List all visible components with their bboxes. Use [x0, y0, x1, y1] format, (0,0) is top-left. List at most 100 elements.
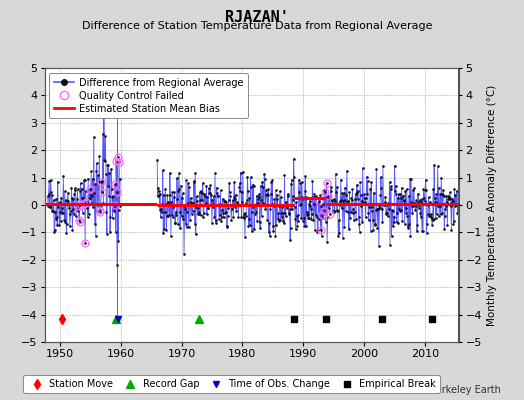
Point: [421, 177, 430, 183]
Point: [320, 187, 328, 193]
Point: [419, 228, 427, 234]
Point: [191, 170, 200, 176]
Point: [101, 133, 110, 139]
Point: [161, 185, 169, 192]
Point: [249, 183, 258, 190]
Point: [193, 198, 201, 204]
Point: [422, 230, 431, 236]
Point: [252, 208, 260, 215]
Point: [270, 196, 279, 202]
Point: [71, 186, 80, 193]
Point: [268, 201, 276, 207]
Point: [316, 192, 324, 198]
Point: [236, 187, 245, 194]
Point: [227, 202, 236, 208]
Point: [374, 206, 383, 212]
Point: [340, 190, 348, 196]
Point: [445, 196, 454, 202]
Point: [342, 208, 350, 214]
Point: [281, 210, 289, 216]
Point: [324, 205, 333, 211]
Point: [359, 200, 367, 206]
Point: [391, 183, 400, 189]
Point: [406, 175, 414, 182]
Point: [445, 193, 453, 200]
Point: [322, 194, 330, 200]
Point: [347, 209, 355, 215]
Point: [212, 220, 220, 226]
Point: [111, 202, 119, 208]
Point: [439, 192, 447, 199]
Point: [454, 200, 462, 207]
Point: [282, 198, 290, 205]
Point: [376, 205, 384, 212]
Point: [269, 222, 277, 229]
Point: [418, 228, 426, 234]
Point: [258, 178, 266, 185]
Point: [406, 233, 414, 240]
Point: [300, 215, 308, 221]
Point: [59, 172, 68, 179]
Point: [446, 203, 455, 209]
Text: Berkeley Earth: Berkeley Earth: [429, 385, 500, 395]
Point: [168, 212, 176, 218]
Point: [452, 201, 461, 208]
Point: [274, 210, 282, 216]
Point: [297, 215, 305, 221]
Point: [403, 212, 411, 219]
Point: [396, 191, 405, 198]
Point: [91, 181, 100, 187]
Point: [254, 200, 263, 206]
Point: [376, 191, 385, 198]
Point: [351, 208, 359, 215]
Point: [171, 220, 180, 226]
Point: [380, 202, 389, 208]
Point: [296, 180, 304, 186]
Point: [307, 216, 315, 222]
Point: [68, 195, 76, 202]
Point: [255, 191, 264, 198]
Point: [55, 222, 63, 228]
Point: [219, 196, 227, 202]
Point: [103, 230, 111, 237]
Point: [411, 207, 420, 214]
Point: [224, 197, 233, 204]
Point: [272, 192, 281, 198]
Point: [201, 193, 209, 199]
Point: [347, 194, 356, 201]
Point: [326, 188, 335, 194]
Point: [441, 213, 449, 219]
Point: [231, 204, 239, 210]
Point: [404, 225, 412, 232]
Point: [301, 188, 309, 194]
Point: [446, 189, 454, 196]
Point: [425, 199, 434, 205]
Point: [313, 213, 321, 220]
Point: [286, 206, 294, 212]
Point: [84, 176, 92, 182]
Point: [208, 220, 216, 226]
Point: [292, 213, 301, 220]
Point: [273, 196, 281, 203]
Point: [295, 188, 303, 195]
Point: [416, 196, 424, 203]
Point: [427, 214, 435, 220]
Point: [54, 200, 63, 206]
Point: [81, 240, 89, 246]
Point: [319, 208, 328, 214]
Point: [264, 192, 272, 198]
Point: [332, 189, 341, 195]
Point: [449, 198, 457, 204]
Point: [106, 214, 115, 220]
Point: [217, 217, 225, 224]
Point: [399, 193, 407, 199]
Point: [255, 194, 263, 200]
Point: [244, 188, 252, 194]
Point: [357, 203, 365, 209]
Point: [50, 229, 58, 236]
Point: [89, 175, 97, 182]
Point: [54, 204, 62, 210]
Point: [407, 199, 416, 205]
Point: [300, 223, 309, 229]
Point: [69, 196, 77, 202]
